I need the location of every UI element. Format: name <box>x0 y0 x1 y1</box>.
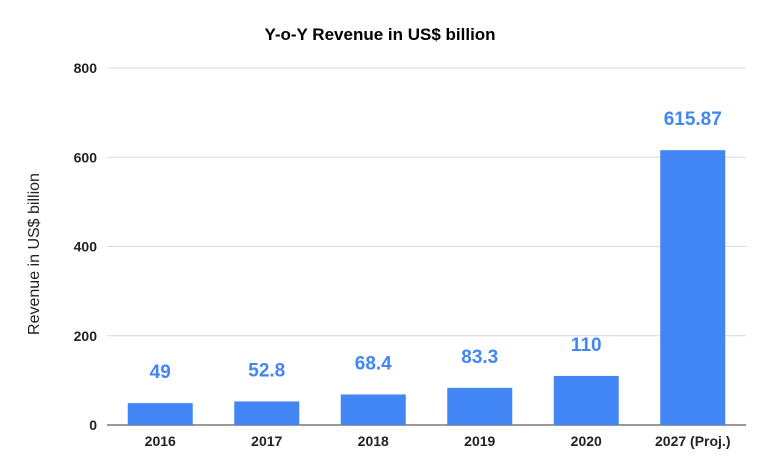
bar-2019 <box>447 387 513 425</box>
x-tick-label: 2016 <box>145 433 176 449</box>
data-label: 615.87 <box>664 109 722 130</box>
x-tick-label: 2020 <box>571 433 602 449</box>
bar-2016 <box>127 403 193 425</box>
bar-2027-proj <box>660 150 726 425</box>
bar-2018 <box>340 394 406 425</box>
y-tick-label: 400 <box>74 239 98 255</box>
x-tick-label: 2019 <box>464 433 495 449</box>
bar-2017 <box>234 401 300 425</box>
data-label: 52.8 <box>248 360 285 381</box>
data-label: 49 <box>150 362 171 383</box>
x-tick-label: 2027 (Proj.) <box>655 433 730 449</box>
x-tick-label: 2017 <box>251 433 282 449</box>
y-tick-label: 200 <box>74 328 98 344</box>
x-tick-label: 2018 <box>358 433 389 449</box>
y-tick-label: 0 <box>89 417 97 433</box>
data-label: 83.3 <box>461 347 498 368</box>
data-label: 68.4 <box>355 353 392 374</box>
y-axis-label: Revenue in US$ billion <box>26 173 43 335</box>
data-label: 110 <box>571 335 602 356</box>
chart-title: Y-o-Y Revenue in US$ billion <box>264 25 495 44</box>
y-tick-label: 600 <box>74 149 98 165</box>
y-tick-label: 800 <box>74 60 98 76</box>
bar-2020 <box>553 375 619 425</box>
